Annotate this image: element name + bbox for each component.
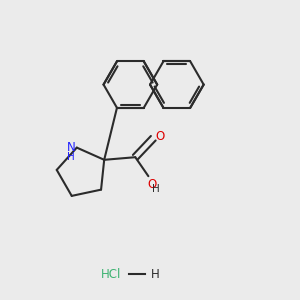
Text: H: H <box>67 152 75 162</box>
Text: N: N <box>67 141 75 154</box>
Text: HCl: HCl <box>100 268 121 281</box>
Text: O: O <box>147 178 156 191</box>
Text: H: H <box>151 268 159 281</box>
Text: O: O <box>155 130 164 143</box>
Text: H: H <box>152 184 159 194</box>
